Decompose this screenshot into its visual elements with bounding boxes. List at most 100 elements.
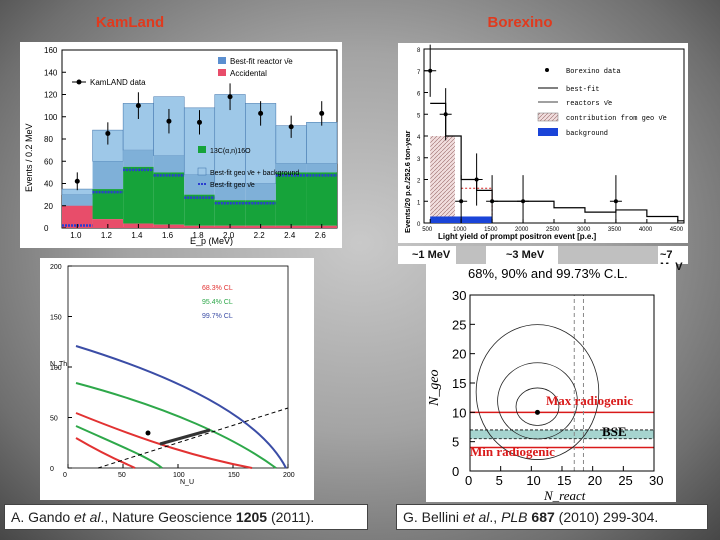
y-tick-label: 10 <box>452 405 466 420</box>
kamland-ylabel: Events / 0.2 MeV <box>24 123 34 192</box>
x-tick-label: 0 <box>63 472 67 479</box>
y-tick-label: 160 <box>44 46 58 55</box>
data-point <box>197 119 202 125</box>
y-tick-label: 5 <box>417 113 421 119</box>
x-tick-label: 2.0 <box>223 231 235 240</box>
contour-95-inner <box>75 425 163 469</box>
legend-geo-bkg: Best-fit geo ν̄e + background <box>210 170 299 177</box>
y-tick-label: 30 <box>452 288 466 303</box>
x-tick-label: 30 <box>649 473 663 488</box>
y-tick-label: 40 <box>44 180 53 189</box>
x-tick-label: 2.6 <box>315 231 327 240</box>
bx-legend-bestfit: best-fit <box>566 86 600 94</box>
bar-alpha-n <box>245 200 276 226</box>
contour-68-inner <box>75 437 136 469</box>
x-tick-label: 1000 <box>453 227 467 233</box>
y-tick-label: 200 <box>50 264 62 271</box>
y-tick-label: 120 <box>44 91 58 100</box>
y-tick-label: 80 <box>44 135 53 144</box>
x-tick-label: 4000 <box>639 227 653 233</box>
x-tick-label: 2.4 <box>284 231 296 240</box>
x-tick-label: 2000 <box>515 227 529 233</box>
bx-contour-xlabel: N_react <box>543 488 586 502</box>
y-tick-label: 0 <box>50 466 54 473</box>
legend-alpha-n-swatch <box>198 146 206 153</box>
bx-best-fit-point <box>534 409 540 415</box>
borexino-contour-chart: 68%, 90% and 99.73% C.L. 0 5 10 15 20 25 30 0 5 1… <box>427 266 663 502</box>
borexino-ylabel: Events/20 p.e./252.6 ton-year <box>403 130 412 233</box>
x-tick-label: 20 <box>588 473 602 488</box>
borexino-contour-panel: 68%, 90% and 99.73% C.L. 0 5 10 15 20 25 30 0 5 1… <box>426 264 676 502</box>
contour-99 <box>475 324 600 460</box>
y-tick-label: 20 <box>44 202 53 211</box>
caption-left-etal: et al <box>74 509 101 525</box>
bar-accidental <box>62 205 93 228</box>
kamland-contour-chart: 0 50 100 150 200 0 50 100 150 200 68.3% CL 95.4% … <box>50 264 295 486</box>
kamland-title: KamLand <box>95 14 165 31</box>
bar-geo <box>153 155 185 173</box>
kl-contour-xlabel: N_U <box>180 479 194 486</box>
caption-right-etal: et al <box>462 509 490 525</box>
x-tick-label: 2.2 <box>254 231 266 240</box>
y-tick-label: 150 <box>50 315 62 322</box>
energy-1mev: ~1 MeV <box>412 249 451 261</box>
bar-alpha-n <box>184 194 215 226</box>
y-tick-label: 6 <box>417 92 421 98</box>
data-point <box>490 199 495 204</box>
x-tick-label: 0 <box>465 473 472 488</box>
bx-legend-bkg: background <box>566 130 608 138</box>
x-tick-label: 15 <box>557 473 571 488</box>
bx-legend-geo-swatch <box>537 112 559 122</box>
bar-alpha-n <box>123 166 154 224</box>
data-point <box>258 110 264 116</box>
y-tick-label: 0 <box>417 222 421 228</box>
y-tick-label: 8 <box>417 48 421 54</box>
energy-3mev: ~3 MeV <box>506 249 545 261</box>
x-tick-label: 4500 <box>670 227 684 233</box>
legend-reactor-swatch <box>218 57 226 64</box>
y-tick-label: 3 <box>417 157 421 163</box>
y-tick-label: 0 <box>44 224 49 233</box>
legend-accidental: Accidental <box>230 69 267 78</box>
bx-legend-data-marker <box>545 68 549 72</box>
data-point <box>166 118 172 124</box>
bse-label: BSE <box>602 424 627 439</box>
x-tick-label: 3000 <box>577 227 591 233</box>
contour-model-band <box>159 428 211 446</box>
cl-68-label: 68.3% CL <box>202 285 233 292</box>
y-tick-label: 140 <box>44 68 58 77</box>
bar-geo <box>306 163 337 173</box>
contour-95-outer <box>75 382 277 469</box>
borexino-title: Borexino <box>487 14 553 31</box>
contour-ratio-line <box>97 407 289 469</box>
data-point <box>521 199 526 204</box>
bar-alpha-n <box>306 172 337 226</box>
caption-right-volume: 687 <box>531 509 555 525</box>
data-point <box>227 94 233 100</box>
best-fit-line <box>430 102 684 222</box>
legend-geo-bkg-swatch <box>197 167 207 176</box>
caption-left-journal: ., Nature Geoscience <box>100 509 236 525</box>
x-tick-label: 3500 <box>608 227 622 233</box>
y-tick-label: 20 <box>452 347 466 362</box>
max-radiogenic-label: Max radiogenic <box>546 393 633 408</box>
x-tick-label: 1.0 <box>70 231 82 240</box>
bx-legend-geo: contribution from geo ν̄e <box>566 115 667 123</box>
legend-data-marker <box>76 79 82 85</box>
bx-legend-data: Borexino data <box>566 68 621 76</box>
kamland-xlabel: E_p (MeV) <box>190 236 233 246</box>
data-point <box>74 178 80 184</box>
bar-alpha-n <box>153 172 185 225</box>
y-tick-label: 15 <box>452 376 466 391</box>
bx-legend-reactor: reactors ν̄e <box>566 100 612 108</box>
data-point <box>319 110 325 116</box>
bar-reactor <box>306 122 338 164</box>
caption-left: A. Gando et al., Nature Geoscience 1205 … <box>4 504 368 530</box>
legend-accidental-swatch <box>218 69 226 76</box>
x-tick-label: 1500 <box>484 227 498 233</box>
x-tick-label: 200 <box>283 472 295 479</box>
data-point <box>105 130 111 136</box>
caption-left-year: (2011). <box>267 509 315 525</box>
y-tick-label: 60 <box>44 157 53 166</box>
legend-reactor: Best-fit reactor ν̄e <box>230 57 293 66</box>
